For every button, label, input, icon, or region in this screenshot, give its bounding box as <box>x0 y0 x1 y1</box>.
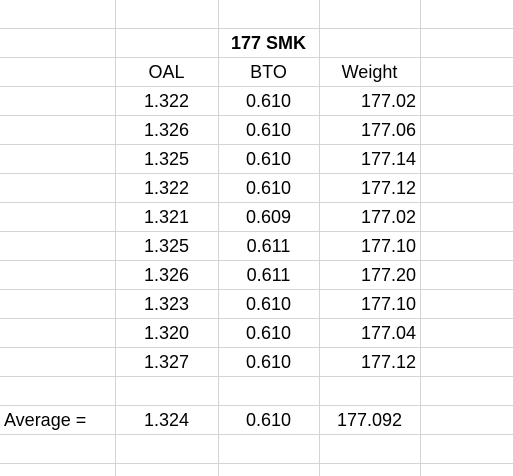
oal-cell[interactable]: 1.326 <box>143 265 190 285</box>
weight-cell[interactable]: 177.10 <box>360 294 416 314</box>
column-header-weight[interactable]: Weight <box>341 62 398 82</box>
weight-cell[interactable]: 177.06 <box>360 120 416 140</box>
row-gridline <box>0 202 513 203</box>
average-bto[interactable]: 0.610 <box>245 410 292 430</box>
oal-cell[interactable]: 1.322 <box>143 178 190 198</box>
table-title[interactable]: 177 SMK <box>230 33 307 53</box>
oal-cell[interactable]: 1.327 <box>143 352 190 372</box>
oal-cell[interactable]: 1.321 <box>143 207 190 227</box>
row-gridline <box>0 376 513 377</box>
oal-cell[interactable]: 1.323 <box>143 294 190 314</box>
column-gridline <box>319 0 320 476</box>
weight-cell[interactable]: 177.12 <box>360 352 416 372</box>
row-gridline <box>0 57 513 58</box>
weight-cell[interactable]: 177.20 <box>360 265 416 285</box>
oal-cell[interactable]: 1.325 <box>143 236 190 256</box>
row-gridline <box>0 28 513 29</box>
row-gridline <box>0 173 513 174</box>
weight-cell[interactable]: 177.04 <box>360 323 416 343</box>
average-oal[interactable]: 1.324 <box>143 410 190 430</box>
oal-cell[interactable]: 1.322 <box>143 91 190 111</box>
weight-cell[interactable]: 177.02 <box>360 207 416 227</box>
bto-cell[interactable]: 0.609 <box>245 207 292 227</box>
column-gridline <box>420 0 421 476</box>
average-weight[interactable]: 177.092 <box>336 410 403 430</box>
bto-cell[interactable]: 0.610 <box>245 149 292 169</box>
row-gridline <box>0 405 513 406</box>
column-gridline <box>218 0 219 476</box>
weight-cell[interactable]: 177.12 <box>360 178 416 198</box>
weight-cell[interactable]: 177.10 <box>360 236 416 256</box>
row-gridline <box>0 434 513 435</box>
bto-cell[interactable]: 0.611 <box>246 236 291 256</box>
row-gridline <box>0 115 513 116</box>
bto-cell[interactable]: 0.610 <box>245 294 292 314</box>
oal-cell[interactable]: 1.325 <box>143 149 190 169</box>
bto-cell[interactable]: 0.611 <box>246 265 291 285</box>
average-label[interactable]: Average = <box>4 410 87 430</box>
row-gridline <box>0 231 513 232</box>
oal-cell[interactable]: 1.326 <box>143 120 190 140</box>
column-gridline <box>115 0 116 476</box>
bto-cell[interactable]: 0.610 <box>245 323 292 343</box>
weight-cell[interactable]: 177.02 <box>360 91 416 111</box>
row-gridline <box>0 463 513 464</box>
bto-cell[interactable]: 0.610 <box>245 120 292 140</box>
row-gridline <box>0 144 513 145</box>
column-header-oal[interactable]: OAL <box>148 62 185 82</box>
weight-cell[interactable]: 177.14 <box>360 149 416 169</box>
row-gridline <box>0 260 513 261</box>
column-header-bto[interactable]: BTO <box>250 62 287 82</box>
row-gridline <box>0 86 513 87</box>
oal-cell[interactable]: 1.320 <box>143 323 190 343</box>
bto-cell[interactable]: 0.610 <box>245 178 292 198</box>
bto-cell[interactable]: 0.610 <box>245 352 292 372</box>
row-gridline <box>0 289 513 290</box>
row-gridline <box>0 318 513 319</box>
bto-cell[interactable]: 0.610 <box>245 91 292 111</box>
row-gridline <box>0 347 513 348</box>
